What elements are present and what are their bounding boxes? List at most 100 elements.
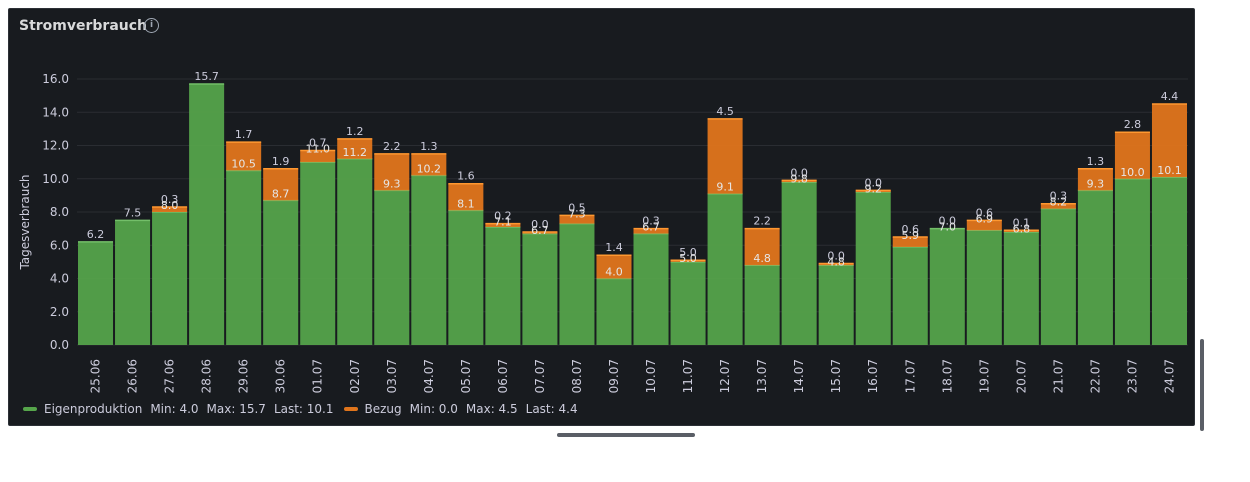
bar-bezug [152, 207, 188, 212]
bar-eigenproduktion [1003, 231, 1039, 345]
bar-eigenproduktion [929, 228, 965, 345]
info-circle-icon[interactable]: i [144, 18, 159, 33]
panel-title: Stromverbrauch [19, 18, 148, 34]
legend-item-eigenproduktion[interactable]: Eigenproduktion Min: 4.0 Max: 15.7 Last:… [23, 402, 334, 416]
bar-value-label-bezug: 0.0 [864, 176, 882, 189]
bar-bezug [226, 142, 262, 171]
y-tick-label: 16.0 [42, 72, 69, 86]
bar-bezug [633, 228, 669, 234]
bar-value-label-eigenproduktion: 6.7 [531, 224, 549, 237]
bar-chart: 0.0 2.0 4.0 6.0 8.0 10.0 12.0 14.0 16.0 Tagesverb… [18, 70, 1188, 393]
bar-value-label-bezug: 1.7 [235, 128, 253, 141]
x-tick-label: 01.07 [311, 359, 325, 393]
bar-eigenproduktion [115, 220, 151, 345]
bar-value-label-bezug: 0.5 [568, 201, 586, 214]
y-tick-label: 8.0 [50, 205, 69, 219]
x-tick-label: 30.06 [274, 359, 288, 393]
bar-bezug [596, 255, 632, 279]
bar-value-label-eigenproduktion: 6.8 [1013, 222, 1031, 235]
x-tick-label: 14.07 [792, 359, 806, 393]
bar-bezug [522, 231, 558, 234]
x-tick-label: 26.06 [126, 359, 140, 393]
bar-bezug [337, 138, 373, 159]
bar-value-label: 7.5 [124, 206, 142, 219]
x-tick-label: 18.07 [940, 359, 954, 393]
x-tick-label: 09.07 [607, 359, 621, 393]
legend-item-bezug[interactable]: Bezug Min: 0.0 Max: 4.5 Last: 4.4 [343, 402, 578, 416]
bar-value-label-eigenproduktion: 11.2 [343, 146, 368, 159]
bar-value-label-eigenproduktion: 10.2 [417, 162, 442, 175]
y-axis-label: Tagesverbrauch [18, 174, 32, 270]
bar-eigenproduktion [1151, 177, 1187, 345]
vertical-scrollbar[interactable] [1200, 339, 1204, 431]
bar-bezug [1040, 203, 1076, 209]
bar-value-label-eigenproduktion: 9.3 [383, 177, 401, 190]
bar-eigenproduktion [855, 192, 891, 345]
x-tick-label: 07.07 [533, 359, 547, 393]
bar-eigenproduktion [522, 233, 558, 345]
bar-eigenproduktion [781, 182, 817, 345]
bar-bezug [448, 183, 484, 211]
bar-value-label-bezug: 0.0 [827, 250, 845, 263]
bar-eigenproduktion [337, 158, 373, 345]
legend-swatch-bezug [343, 407, 358, 411]
bar-eigenproduktion [818, 265, 854, 345]
bar-eigenproduktion [707, 193, 743, 345]
y-tick-label: 2.0 [50, 305, 69, 319]
legend-min: Min: 0.0 [409, 402, 458, 416]
bar-value-label-bezug: 0.3 [1050, 190, 1068, 203]
bar-value-label-eigenproduktion: 5.9 [902, 229, 920, 242]
bar-bezug [1077, 168, 1113, 191]
x-tick-label: 23.07 [1125, 359, 1139, 393]
bar-eigenproduktion [1114, 178, 1150, 345]
legend-min: Min: 4.0 [150, 402, 199, 416]
bar-value-label-bezug: 2.2 [383, 140, 401, 153]
bar-eigenproduktion [226, 170, 262, 345]
x-tick-label: 13.07 [755, 359, 769, 393]
x-tick-label: 08.07 [570, 359, 584, 393]
x-tick-label: 28.06 [200, 359, 214, 393]
y-tick-label: 14.0 [42, 105, 69, 119]
bar-value-label-bezug: 0.3 [642, 215, 660, 228]
bar-bezug [707, 118, 743, 194]
x-tick-label: 02.07 [348, 359, 362, 393]
bar-value-label-eigenproduktion: 8.1 [457, 197, 475, 210]
chart-panel: Stromverbrauch i 0.0 2.0 4.0 6.0 8.0 10.0 12.0… [8, 8, 1204, 437]
x-tick-label: 11.07 [681, 359, 695, 393]
bar-value-label-bezug: 0.2 [494, 210, 512, 223]
bar-bezug [485, 223, 521, 227]
bar-eigenproduktion [374, 190, 410, 345]
bar-value-label-eigenproduktion: 10.1 [1157, 164, 1182, 177]
horizontal-scrollbar[interactable] [557, 433, 695, 437]
bar-value-label: 6.2 [87, 228, 105, 241]
bar-eigenproduktion [189, 83, 225, 346]
x-tick-label: 20.07 [1014, 359, 1028, 393]
bar-bezug [744, 228, 780, 266]
bar-eigenproduktion [892, 246, 928, 345]
x-tick-label: 16.07 [866, 359, 880, 393]
y-tick-label: 12.0 [42, 139, 69, 153]
bar-bezug [892, 236, 928, 247]
bar-eigenproduktion [596, 278, 632, 345]
x-tick-label: 17.07 [903, 359, 917, 393]
bar-value-label-eigenproduktion: 6.7 [642, 221, 660, 234]
bar-value-label: 15.7 [194, 70, 219, 83]
bar-value-label-eigenproduktion: 10.5 [231, 157, 256, 170]
bar-value-label-bezug: 0.1 [1013, 216, 1031, 229]
bar-eigenproduktion [411, 175, 447, 345]
bar-eigenproduktion [300, 162, 336, 345]
bar-eigenproduktion [1040, 208, 1076, 345]
bar-value-label-eigenproduktion: 8.7 [272, 187, 290, 200]
legend-series-name: Bezug [364, 402, 402, 416]
bar-value-label-bezug: 0.0 [939, 215, 957, 228]
legend: Eigenproduktion Min: 4.0 Max: 15.7 Last:… [23, 402, 588, 416]
x-tick-label: 04.07 [422, 359, 436, 393]
bar-value-label-eigenproduktion: 4.8 [827, 256, 845, 269]
bar-value-label-eigenproduktion: 4.0 [605, 266, 623, 279]
bar-value-label-bezug: 1.2 [346, 125, 364, 138]
bar-value-label-eigenproduktion: 11.0 [305, 142, 330, 155]
legend-series-name: Eigenproduktion [44, 402, 143, 416]
legend-last: Last: 10.1 [273, 402, 334, 416]
y-tick-label: 6.0 [50, 238, 69, 252]
bar-bezug [300, 150, 336, 163]
